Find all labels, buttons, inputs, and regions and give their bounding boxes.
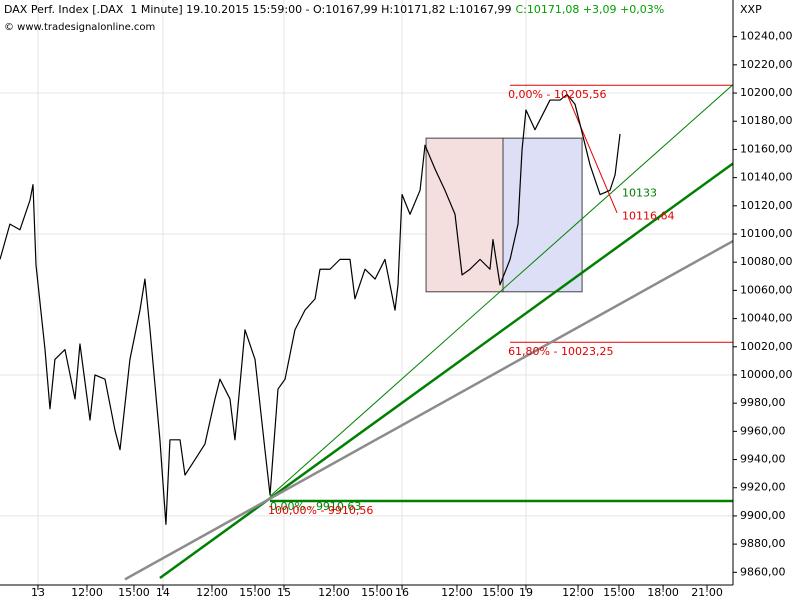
y-tick-label: 9940,00 bbox=[740, 453, 786, 466]
x-tick-label: 19 bbox=[519, 586, 533, 599]
price-line bbox=[0, 93, 621, 525]
x-tick-label: 15:00 bbox=[603, 586, 635, 599]
y-tick-label: 10040,00 bbox=[740, 312, 793, 325]
x-tick-label: 18:00 bbox=[647, 586, 679, 599]
x-tick-label: 12:00 bbox=[318, 586, 350, 599]
y-tick-label: 9980,00 bbox=[740, 396, 786, 409]
y-tick-label: 9960,00 bbox=[740, 424, 786, 437]
y-tick-label: 10100,00 bbox=[740, 227, 793, 240]
copyright: © www.tradesignalonline.com bbox=[4, 22, 155, 33]
x-tick-label: 15:00 bbox=[118, 586, 150, 599]
x-tick-label: 15:00 bbox=[361, 586, 393, 599]
y-tick-label: 9880,00 bbox=[740, 537, 786, 550]
fib-box bbox=[502, 137, 583, 293]
trendline bbox=[566, 94, 618, 214]
y-tick-label: 10120,00 bbox=[740, 199, 793, 212]
y-tick-label: 10220,00 bbox=[740, 58, 793, 71]
x-tick-label: 12:00 bbox=[71, 586, 103, 599]
fib-level-label: 0,00% - 10205,56 bbox=[508, 88, 606, 101]
y-tick-label: 10180,00 bbox=[740, 114, 793, 127]
y-tick-label: 10140,00 bbox=[740, 171, 793, 184]
x-tick-label: 15:00 bbox=[482, 586, 514, 599]
x-tick-label: 15:00 bbox=[239, 586, 271, 599]
y-tick-label: 10080,00 bbox=[740, 255, 793, 268]
x-tick-label: 12:00 bbox=[441, 586, 473, 599]
plot-area: 0,00% - 9910,63 10133 10116,64 bbox=[0, 0, 734, 585]
y-tick-label: 10000,00 bbox=[740, 368, 793, 381]
x-tick-label: 13 bbox=[31, 586, 45, 599]
trendline bbox=[269, 84, 734, 497]
fib-level-label: 61,80% - 10023,25 bbox=[508, 345, 613, 358]
y-tick-label: 10200,00 bbox=[740, 86, 793, 99]
annotation: 10116,64 bbox=[622, 210, 675, 223]
y-tick-label: 10240,00 bbox=[740, 30, 793, 43]
x-tick-label: 14 bbox=[156, 586, 170, 599]
fib-level-label: 100,00% - 9910,56 bbox=[268, 504, 373, 517]
x-tick-label: 12:00 bbox=[196, 586, 228, 599]
chart-title: DAX Perf. Index [.DAX 1 Minute] 19.10.20… bbox=[4, 3, 664, 16]
y-tick-label: 9860,00 bbox=[740, 565, 786, 578]
y-tick-label: 10160,00 bbox=[740, 142, 793, 155]
x-tick-label: 15 bbox=[277, 586, 291, 599]
trendline bbox=[159, 162, 734, 579]
close-info: C:10171,08 +3,09 +0,03% bbox=[515, 3, 664, 16]
y-tick-label: 10060,00 bbox=[740, 283, 793, 296]
x-tick-label: 16 bbox=[395, 586, 409, 599]
annotation: 0,00% - 9910,63 bbox=[270, 500, 361, 513]
x-tick-label: 12:00 bbox=[562, 586, 594, 599]
y-tick-label: 9920,00 bbox=[740, 481, 786, 494]
annotation: 10133 bbox=[622, 186, 657, 199]
fib-box bbox=[425, 137, 504, 293]
y-tick-label: 10020,00 bbox=[740, 340, 793, 353]
trendline bbox=[124, 239, 734, 581]
y-tick-label: 9900,00 bbox=[740, 509, 786, 522]
x-tick-label: 21:00 bbox=[691, 586, 723, 599]
title-text: DAX Perf. Index [.DAX 1 Minute] 19.10.20… bbox=[4, 3, 511, 16]
y-axis-label: XXP bbox=[740, 3, 762, 16]
